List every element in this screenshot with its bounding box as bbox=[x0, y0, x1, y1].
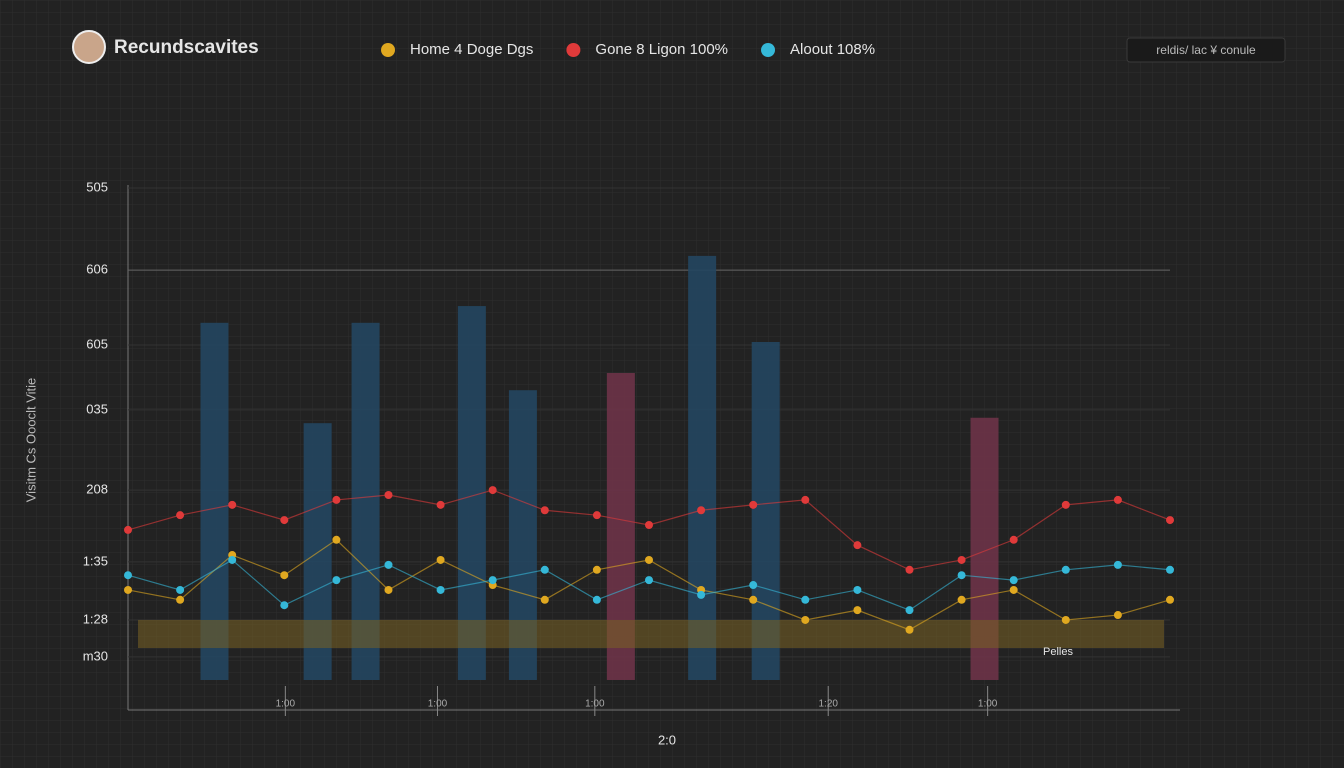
point bbox=[1009, 585, 1018, 594]
header-button[interactable] bbox=[1126, 37, 1286, 63]
y-axis-label: Visitm Cs Oooclt Vitie bbox=[23, 378, 38, 503]
x-tick-label: 1:00 bbox=[276, 699, 296, 710]
point bbox=[853, 585, 862, 594]
x-tick-label: 1:00 bbox=[428, 699, 448, 710]
point bbox=[436, 500, 445, 509]
point bbox=[905, 606, 914, 615]
point bbox=[749, 500, 758, 509]
point bbox=[957, 595, 966, 604]
point bbox=[905, 565, 914, 574]
legend-swatch bbox=[381, 43, 395, 57]
point bbox=[853, 606, 862, 615]
y-tick-label: 605 bbox=[86, 336, 108, 351]
point bbox=[540, 595, 549, 604]
point bbox=[1113, 560, 1122, 569]
point bbox=[176, 595, 185, 604]
y-tick-label: 1:28 bbox=[83, 611, 108, 626]
bar bbox=[688, 255, 717, 680]
point bbox=[645, 555, 653, 564]
point bbox=[124, 571, 132, 580]
point bbox=[1061, 565, 1070, 574]
point bbox=[280, 601, 289, 610]
point bbox=[592, 565, 601, 574]
point bbox=[436, 555, 445, 564]
point bbox=[228, 500, 237, 509]
avatar[interactable] bbox=[72, 30, 106, 64]
header-button-label[interactable]: reldis/ lac ¥ conule bbox=[1156, 43, 1256, 57]
y-tick-label: 035 bbox=[86, 401, 108, 416]
point bbox=[280, 571, 289, 580]
point bbox=[957, 571, 966, 580]
point bbox=[957, 555, 966, 564]
point bbox=[749, 581, 758, 590]
point bbox=[176, 585, 185, 594]
y-tick-label: 1:35 bbox=[83, 553, 108, 568]
point bbox=[384, 560, 393, 569]
point bbox=[1113, 495, 1122, 504]
legend-label: Home 4 Doge Dgs bbox=[410, 41, 533, 58]
y-tick-label: 505 bbox=[86, 179, 108, 194]
point bbox=[1166, 595, 1174, 604]
point bbox=[540, 506, 549, 515]
x-tick-label: 1:00 bbox=[978, 699, 998, 710]
point bbox=[1166, 516, 1174, 525]
point bbox=[332, 495, 341, 504]
point bbox=[749, 595, 758, 604]
point bbox=[592, 595, 601, 604]
point bbox=[1009, 535, 1018, 544]
point bbox=[384, 491, 393, 500]
legend-swatch bbox=[761, 43, 776, 57]
point bbox=[488, 576, 497, 585]
point bbox=[1061, 615, 1070, 624]
point bbox=[905, 625, 914, 634]
point bbox=[124, 585, 132, 594]
legend-label: Gone 8 Ligon 100% bbox=[595, 41, 728, 58]
point bbox=[176, 511, 185, 520]
point bbox=[697, 590, 706, 599]
point bbox=[801, 615, 810, 624]
point bbox=[1009, 576, 1018, 585]
point bbox=[1061, 500, 1070, 509]
point bbox=[1113, 611, 1122, 620]
point bbox=[592, 511, 601, 520]
annotation: Pelles bbox=[1043, 646, 1073, 658]
x-axis-label: 2:0 bbox=[658, 732, 676, 747]
point bbox=[801, 495, 810, 504]
point bbox=[332, 535, 341, 544]
legend-swatch bbox=[566, 43, 581, 57]
point bbox=[332, 576, 341, 585]
point bbox=[697, 506, 706, 515]
x-tick-label: 1:20 bbox=[818, 699, 838, 710]
y-tick-label: m30 bbox=[83, 648, 108, 663]
point bbox=[436, 585, 445, 594]
x-tick-label: 1:00 bbox=[585, 699, 605, 710]
chart-title: Recundscavites bbox=[114, 37, 259, 58]
y-tick-label: 606 bbox=[86, 262, 108, 277]
y-tick-label: 208 bbox=[86, 482, 108, 497]
point bbox=[645, 576, 653, 585]
point bbox=[853, 541, 862, 550]
point bbox=[124, 525, 132, 534]
point bbox=[228, 555, 237, 564]
point bbox=[540, 565, 549, 574]
point bbox=[1166, 565, 1174, 574]
legend-label: Aloout 108% bbox=[790, 41, 875, 58]
point bbox=[488, 486, 497, 495]
band bbox=[138, 619, 1164, 649]
point bbox=[280, 516, 289, 525]
point bbox=[645, 521, 653, 530]
point bbox=[384, 585, 393, 594]
point bbox=[801, 595, 810, 604]
